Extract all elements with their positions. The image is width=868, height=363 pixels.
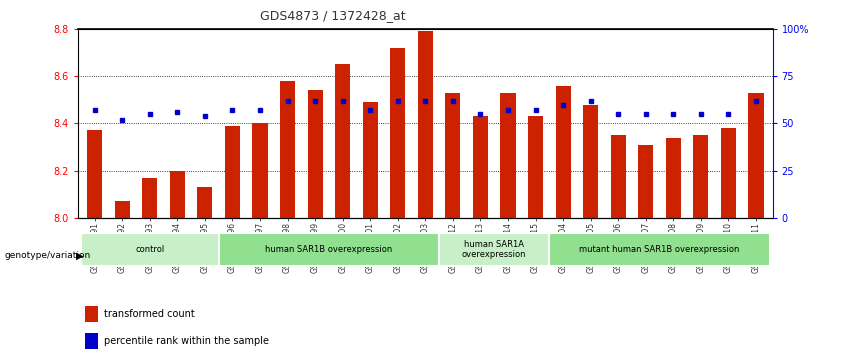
Bar: [115, 201, 130, 218]
Bar: [549, 233, 770, 266]
Bar: [748, 93, 764, 218]
Text: ▶: ▶: [76, 251, 84, 261]
Bar: [391, 48, 405, 218]
Bar: [638, 144, 654, 218]
Bar: [363, 102, 378, 218]
Text: human SAR1B overexpression: human SAR1B overexpression: [266, 245, 392, 254]
Text: GDS4873 / 1372428_at: GDS4873 / 1372428_at: [260, 9, 406, 22]
Bar: [87, 131, 102, 218]
Bar: [610, 135, 626, 218]
Text: percentile rank within the sample: percentile rank within the sample: [104, 336, 269, 346]
Bar: [85, 306, 97, 322]
Bar: [528, 117, 543, 218]
Bar: [694, 135, 708, 218]
Bar: [720, 128, 736, 218]
Bar: [556, 86, 570, 218]
Bar: [142, 178, 157, 218]
Text: control: control: [135, 245, 164, 254]
Text: mutant human SAR1B overexpression: mutant human SAR1B overexpression: [579, 245, 740, 254]
Bar: [219, 233, 439, 266]
Bar: [583, 105, 598, 218]
Text: human SAR1A
overexpression: human SAR1A overexpression: [462, 240, 527, 259]
Bar: [501, 93, 516, 218]
Bar: [307, 90, 323, 218]
Bar: [335, 65, 350, 218]
Bar: [85, 333, 97, 349]
Bar: [280, 81, 295, 218]
Bar: [197, 187, 213, 218]
Bar: [253, 123, 267, 218]
Text: genotype/variation: genotype/variation: [4, 252, 90, 260]
Bar: [170, 171, 185, 218]
Bar: [439, 233, 549, 266]
Bar: [81, 233, 219, 266]
Bar: [418, 32, 433, 218]
Bar: [225, 126, 240, 218]
Text: transformed count: transformed count: [104, 309, 194, 319]
Bar: [445, 93, 460, 218]
Bar: [666, 138, 681, 218]
Bar: [473, 117, 488, 218]
